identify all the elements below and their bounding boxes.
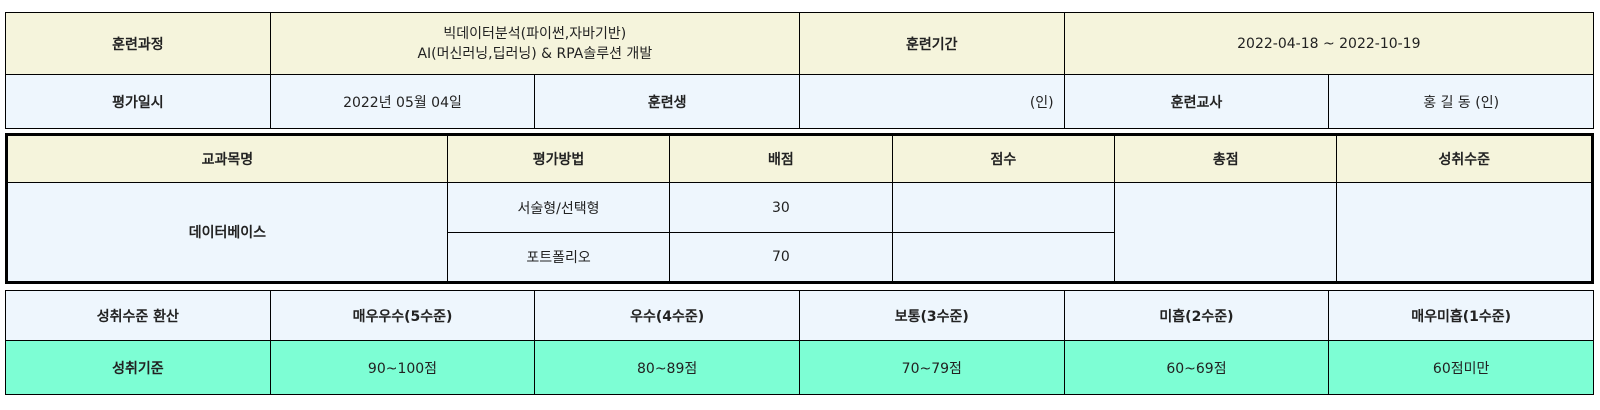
points-header: 배점	[669, 134, 893, 183]
criteria-level-1: 60점미만	[1328, 340, 1594, 395]
grading-table: 교과목명 평가방법 배점 점수 총점 성취수준 데이터베이스 서술형/선택형 3…	[5, 133, 1594, 284]
criteria-level-3: 70~79점	[798, 340, 1065, 395]
training-info-table: 훈련과정 빅데이터분석(파이썬,자바기반) AI(머신러닝,딥러닝) & RPA…	[5, 12, 1595, 129]
total-cell	[1114, 182, 1338, 283]
subject-name: 데이터베이스	[6, 182, 448, 283]
eval-date-label: 평가일시	[5, 74, 271, 129]
level-cell	[1336, 182, 1593, 283]
course-value-line2: AI(머신러닝,딥러닝) & RPA솔루션 개발	[417, 45, 653, 62]
points-cell: 30	[669, 182, 893, 233]
trainee-label: 훈련생	[534, 74, 800, 129]
score-cell	[891, 232, 1116, 283]
course-label: 훈련과정	[5, 12, 271, 75]
trainee-value: (인)	[798, 74, 1065, 129]
subject-header: 교과목명	[6, 134, 448, 183]
method-cell: 서술형/선택형	[446, 182, 671, 233]
score-cell	[891, 182, 1116, 233]
eval-date-value: 2022년 05월 04일	[269, 74, 536, 129]
criteria-level-5: 90~100점	[269, 340, 536, 395]
score-header: 점수	[891, 134, 1116, 183]
criteria-level-2: 60~69점	[1063, 340, 1330, 395]
level-1-label: 매우미흡(1수준)	[1328, 290, 1594, 341]
points-cell: 70	[669, 232, 893, 283]
criteria-label: 성취기준	[5, 340, 271, 395]
level-header: 성취수준	[1336, 134, 1593, 183]
method-cell: 포트폴리오	[446, 232, 671, 283]
teacher-value: 홍 길 동 (인)	[1328, 74, 1594, 129]
teacher-label: 훈련교사	[1063, 74, 1330, 129]
conversion-label: 성취수준 환산	[5, 290, 271, 341]
total-header: 총점	[1114, 134, 1338, 183]
period-label: 훈련기간	[798, 12, 1065, 75]
method-header: 평가방법	[446, 134, 671, 183]
criteria-level-4: 80~89점	[534, 340, 800, 395]
level-4-label: 우수(4수준)	[534, 290, 800, 341]
course-value-line1: 빅데이터분석(파이썬,자바기반)	[443, 25, 627, 42]
conversion-table: 성취수준 환산 매우우수(5수준) 우수(4수준) 보통(3수준) 미흡(2수준…	[5, 290, 1594, 395]
level-2-label: 미흡(2수준)	[1063, 290, 1330, 341]
period-value: 2022-04-18 ~ 2022-10-19	[1063, 12, 1595, 75]
level-3-label: 보통(3수준)	[798, 290, 1065, 341]
level-5-label: 매우우수(5수준)	[269, 290, 536, 341]
course-value: 빅데이터분석(파이썬,자바기반) AI(머신러닝,딥러닝) & RPA솔루션 개…	[269, 12, 800, 75]
